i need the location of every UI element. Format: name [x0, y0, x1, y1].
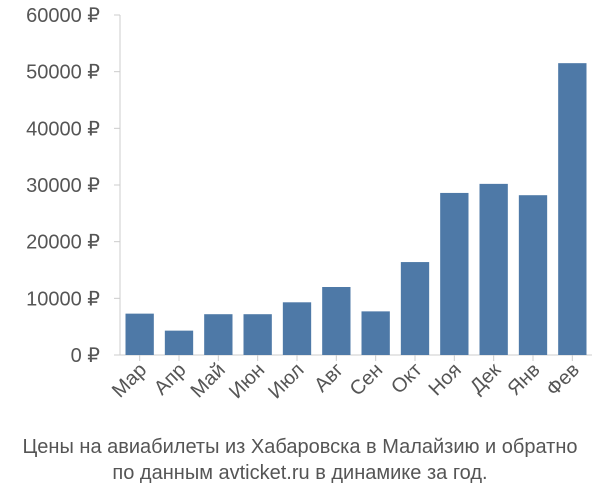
y-tick-label: 60000 ₽ — [26, 5, 100, 27]
x-tick-label: Июн — [225, 359, 269, 403]
y-tick-label: 20000 ₽ — [26, 232, 100, 254]
bar-3 — [243, 314, 272, 355]
chart-caption-line-2: по данным avticket.ru в динамике за год. — [112, 462, 488, 484]
bar-10 — [518, 195, 548, 355]
bar-7 — [400, 262, 430, 355]
x-tick-label: Авг — [310, 359, 348, 397]
x-tick-label: Янв — [503, 359, 544, 400]
bar-0 — [125, 313, 154, 355]
x-tick-label: Фев — [542, 359, 584, 401]
y-tick-label: 50000 ₽ — [26, 62, 100, 84]
bar-1 — [164, 330, 194, 355]
bar-4 — [282, 302, 312, 355]
x-tick-label: Окт — [387, 359, 426, 398]
x-tick-label: Дек — [466, 359, 505, 398]
bar-5 — [322, 287, 351, 355]
bar-11 — [558, 63, 587, 356]
y-tick-label: 0 ₽ — [71, 345, 101, 367]
y-axis-ticks: 0 ₽ 10000 ₽ 20000 ₽ 30000 ₽ 40000 ₽ 50000 ₽ 60… — [26, 5, 120, 367]
bar-2 — [204, 314, 233, 355]
x-tick-label: Июл — [264, 359, 308, 403]
x-tick-label: Мар — [108, 359, 151, 402]
chart-caption-line-1: Цены на авиабилеты из Хабаровска в Малай… — [22, 436, 578, 458]
bar-chart: 0 ₽ 10000 ₽ 20000 ₽ 30000 ₽ 40000 ₽ 50000 ₽ 60… — [26, 5, 592, 403]
y-tick-label: 30000 ₽ — [26, 175, 100, 197]
y-tick-label: 40000 ₽ — [26, 118, 100, 140]
x-tick-label: Ноя — [425, 359, 466, 400]
bar-9 — [479, 183, 508, 355]
bars-group — [125, 63, 587, 356]
bar-8 — [440, 192, 469, 355]
x-tick-label: Апр — [150, 359, 191, 400]
y-tick-label: 10000 ₽ — [26, 288, 100, 310]
x-tick-label: Сен — [346, 359, 387, 400]
x-tick-label: Май — [187, 359, 230, 402]
bar-6 — [361, 311, 390, 355]
